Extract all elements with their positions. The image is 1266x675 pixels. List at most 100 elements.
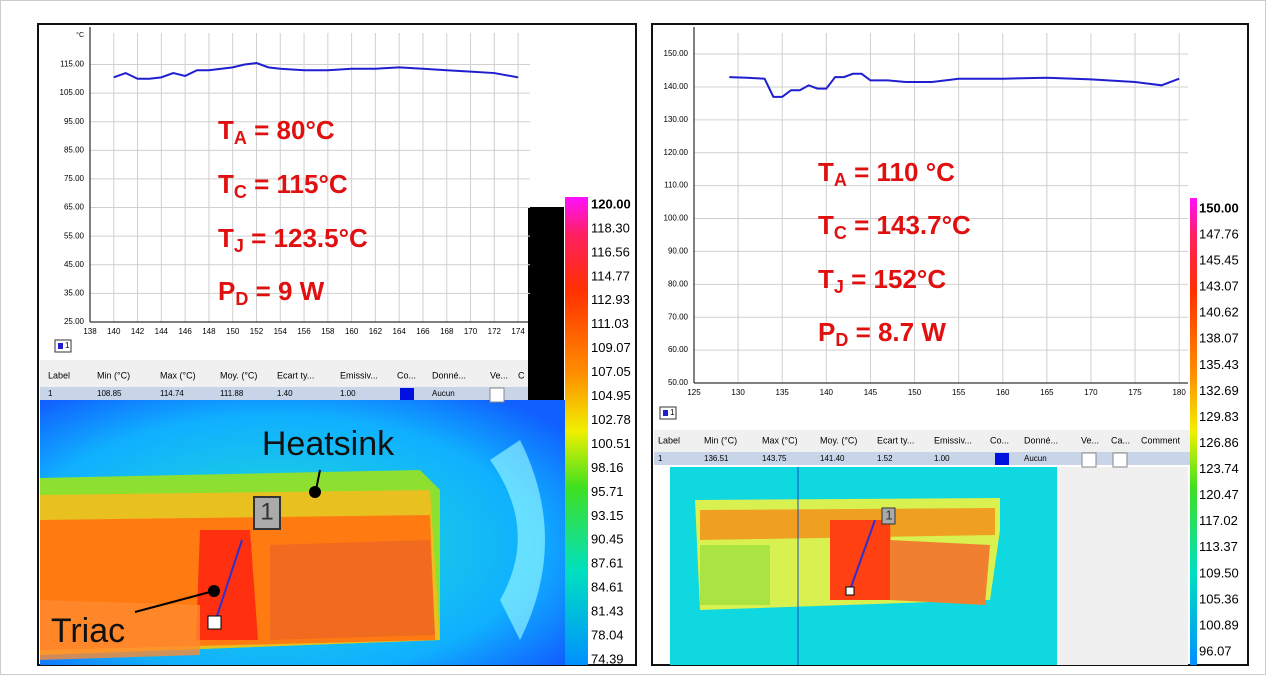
colorbar-label: 111.03 [591,316,629,331]
colorbar-label: 93.15 [591,508,624,523]
x-tick-label: 142 [131,327,145,336]
subscript: C [234,182,247,202]
symbol: P [818,317,835,347]
table-cell: Aucun [1024,454,1047,463]
y-tick-label: 115.00 [60,60,84,69]
colorbar-label: 87.61 [591,556,624,571]
checkbox [490,388,504,402]
y-tick-label: 85.00 [64,145,85,154]
legend-swatch [58,343,63,349]
legend-swatch [663,410,668,416]
table-header: Label [658,435,680,445]
x-tick-label: 138 [83,327,97,336]
table-row-bg [654,452,1190,465]
colorbar-label: 104.95 [591,388,631,403]
x-tick-label: 160 [345,327,359,336]
symbol: T [818,264,834,294]
x-tick-label: 170 [1084,388,1098,397]
table-header: Min (°C) [97,370,130,380]
legend-label: 1 [670,408,675,417]
y-tick-label: 35.00 [64,288,85,297]
colorbar-label: 150.00 [1199,200,1239,215]
y-tick-label: 60.00 [668,345,689,354]
text: = 8.7 W [848,317,946,347]
text: = 152°C [844,264,946,294]
symbol: T [218,115,234,145]
x-tick-label: 175 [1128,388,1142,397]
x-tick-label: 140 [820,388,834,397]
subscript: J [234,236,244,256]
table-header: Ecart ty... [877,435,914,445]
table-header: Min (°C) [704,435,737,445]
colorbar-label: 109.50 [1199,565,1239,580]
y-tick-label: 65.00 [64,203,85,212]
y-tick-label: 25.00 [64,317,85,326]
table-header: Ca... [1111,435,1130,445]
colorbar-label: 102.78 [591,412,631,427]
colorbar-label: 132.69 [1199,383,1239,398]
colorbar-label: 147.76 [1199,226,1239,241]
triac-label: Triac [51,612,125,650]
table-header: C [518,370,525,380]
table-cell: Aucun [432,389,455,398]
table-cell: 1.00 [934,454,950,463]
y-tick-label: 45.00 [64,260,85,269]
x-tick-label: 174 [511,327,525,336]
symbol: T [218,169,234,199]
symbol: T [818,157,834,187]
colorbar-label: 78.04 [591,627,624,642]
colorbar-label: 145.45 [1199,253,1239,268]
table-cell: 1.52 [877,454,893,463]
table-header: Donné... [432,370,466,380]
table-cell: 136.51 [704,454,729,463]
x-tick-label: 150 [908,388,922,397]
y-tick-label: 105.00 [60,88,85,97]
colorbar-label: 100.89 [1199,617,1239,632]
x-tick-label: 158 [321,327,335,336]
table-header: Emissiv... [934,435,972,445]
y-tick-label: 140.00 [664,82,689,91]
y-tick-label: 90.00 [668,247,689,256]
symbol: T [818,210,834,240]
table-cell: 1 [48,389,53,398]
subscript: C [834,223,847,243]
subscript: J [834,277,844,297]
x-tick-label: 164 [393,327,407,336]
colorbar-label: 118.30 [591,220,630,235]
x-tick-label: 170 [464,327,478,336]
color-swatch [995,453,1009,465]
thermal-image [670,467,1188,665]
table-header: Moy. (°C) [820,435,857,445]
table-cell: 1 [658,454,663,463]
x-tick-label: 155 [952,388,966,397]
colorbar-label: 107.05 [591,364,631,379]
text: = 80°C [247,115,335,145]
x-tick-label: 135 [776,388,790,397]
table-header: Max (°C) [160,370,196,380]
colorbar-label: 112.93 [591,292,630,307]
checkbox [1082,453,1096,467]
colorbar-label: 96.07 [1199,643,1232,658]
table-cell: 141.40 [820,454,845,463]
table-header: Comment [1141,435,1181,445]
colorbar-label: 120.00 [591,196,631,211]
table-cell: 1.00 [340,389,356,398]
table-header: Co... [990,435,1009,445]
table-header: Ve... [490,370,508,380]
colorbar-label: 117.02 [1199,513,1238,528]
y-unit: °C [76,31,84,39]
x-tick-label: 154 [274,327,288,336]
annotation: PD = 9 W [218,276,325,309]
x-tick-label: 150 [226,327,240,336]
colorbar-label: 100.51 [591,436,631,451]
subscript: D [235,289,248,309]
x-tick-label: 148 [202,327,216,336]
colorbar-label: 116.56 [591,244,630,259]
screenshot: 25.0035.0045.0055.0065.0075.0085.0095.00… [0,0,1266,675]
y-tick-label: 130.00 [664,115,689,124]
table-header: Ecart ty... [277,370,314,380]
marker-label: 1 [260,498,273,525]
x-tick-label: 168 [440,327,454,336]
x-tick-label: 152 [250,327,264,336]
legend-label: 1 [65,341,70,350]
